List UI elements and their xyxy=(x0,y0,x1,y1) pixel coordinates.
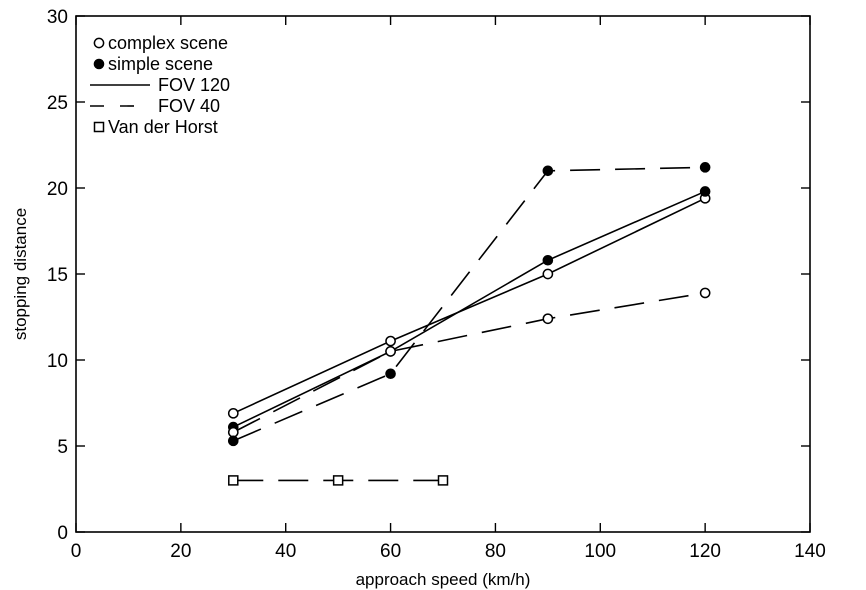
data-point xyxy=(542,268,554,280)
data-markers xyxy=(227,162,711,486)
data-point xyxy=(542,165,554,177)
y-tick-label: 30 xyxy=(47,7,68,28)
y-tick-label: 15 xyxy=(47,265,68,286)
series-line-0 xyxy=(232,197,706,415)
x-tick-label: 0 xyxy=(71,541,82,562)
data-point xyxy=(542,313,554,325)
x-tick-label: 140 xyxy=(794,541,826,562)
tick-labels: 0 20 40 60 80 100 120 140 0 5 10 15 20 25 30 xyxy=(47,7,826,562)
data-point xyxy=(699,287,711,299)
x-tick-label: 20 xyxy=(170,541,191,562)
legend-label: Van der Horst xyxy=(108,117,218,137)
data-point xyxy=(227,407,239,419)
data-point xyxy=(332,475,344,486)
data-point xyxy=(385,335,396,347)
x-tick-label: 40 xyxy=(275,541,296,562)
x-tick-label: 120 xyxy=(689,541,721,562)
y-tick-label: 20 xyxy=(47,179,68,200)
legend-swatch-marker xyxy=(93,37,105,49)
data-point xyxy=(699,186,711,197)
legend-swatch-marker xyxy=(93,121,105,133)
data-point xyxy=(699,162,711,173)
legend-label: complex scene xyxy=(108,33,228,53)
y-tick-label: 10 xyxy=(47,351,68,372)
y-tick-label: 5 xyxy=(57,437,68,458)
x-tick-label: 80 xyxy=(485,541,506,562)
series-lines xyxy=(232,166,706,482)
legend-swatch-marker xyxy=(93,58,105,70)
data-point xyxy=(385,368,396,380)
y-axis-title: stopping distance xyxy=(11,208,30,340)
x-axis-title: approach speed (km/h) xyxy=(356,570,531,589)
axis-ticks xyxy=(75,15,811,533)
x-tick-label: 100 xyxy=(584,541,616,562)
series-line-3 xyxy=(232,166,706,442)
legend-label: FOV 40 xyxy=(158,96,220,116)
y-tick-label: 25 xyxy=(47,93,68,114)
data-point xyxy=(437,475,449,486)
data-point xyxy=(228,475,239,486)
legend-label: FOV 120 xyxy=(158,75,230,95)
data-point xyxy=(227,435,239,447)
legend-label: simple scene xyxy=(108,54,213,74)
x-tick-label: 60 xyxy=(380,541,401,562)
series-line-1 xyxy=(232,190,706,428)
series-line-2 xyxy=(232,292,706,433)
data-point xyxy=(385,346,396,357)
y-tick-label: 0 xyxy=(57,523,68,544)
data-point xyxy=(542,254,554,266)
data-point xyxy=(227,426,239,438)
